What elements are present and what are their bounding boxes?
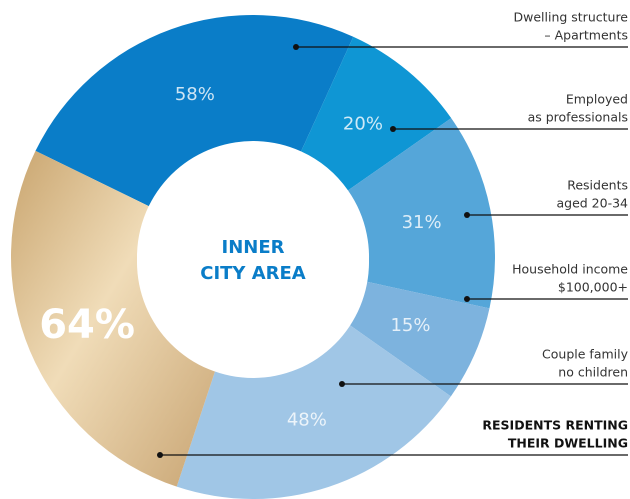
legend-label: THEIR DWELLING	[508, 436, 628, 451]
value-label: 64%	[39, 302, 135, 348]
value-label: 48%	[287, 409, 327, 430]
center-title: CITY AREA	[200, 263, 306, 284]
legend-label: $100,000+	[558, 280, 628, 295]
legend-label: – Apartments	[544, 28, 628, 43]
leader-dot	[157, 452, 163, 458]
legend-label: Dwelling structure	[513, 10, 628, 25]
value-label: 31%	[402, 212, 442, 233]
leader-dot	[339, 381, 345, 387]
legend-label: Residents	[567, 178, 628, 193]
leader-dot	[464, 296, 470, 302]
value-label: 58%	[175, 84, 215, 105]
value-label: 20%	[343, 114, 383, 135]
donut-segment	[301, 36, 452, 191]
donut-segment	[10, 150, 217, 487]
center-title: INNER	[222, 237, 285, 258]
leader-dot	[293, 44, 299, 50]
legend-label: Couple family	[542, 347, 629, 362]
donut-segment	[347, 281, 490, 397]
donut-segment	[348, 118, 495, 309]
leader-dot	[464, 212, 470, 218]
value-label: 15%	[390, 315, 430, 336]
legend-label: Household income	[512, 262, 628, 277]
donut-hole	[137, 146, 369, 378]
legend-label: RESIDENTS RENTING	[482, 418, 628, 433]
legend-label: as professionals	[528, 110, 628, 125]
donut-segment	[35, 15, 354, 207]
legend-label: no children	[558, 365, 628, 380]
legend-label: Employed	[566, 92, 628, 107]
leader-dot	[390, 126, 396, 132]
legend-label: aged 20-34	[556, 196, 628, 211]
